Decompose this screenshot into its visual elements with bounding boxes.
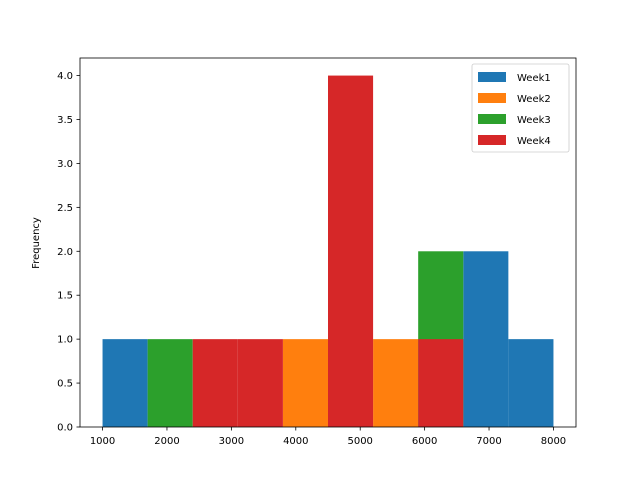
- bar-week2-bin-6: [373, 339, 419, 427]
- bar-week1-bin-8: [463, 251, 509, 427]
- x-tick-label: 5000: [347, 436, 372, 447]
- y-tick-label: 2.0: [57, 247, 73, 258]
- bars-layer: [102, 75, 554, 428]
- legend-swatch-week2: [478, 93, 506, 103]
- legend-label-week4: Week4: [517, 136, 551, 147]
- legend-label-week2: Week2: [517, 94, 551, 105]
- y-tick-label: 4.0: [57, 71, 73, 82]
- bar-week1-bin-9: [508, 339, 554, 427]
- bar-week4-bin-5: [328, 75, 374, 428]
- plot-frame: [79, 57, 577, 428]
- bar-week2-bin-4: [282, 339, 328, 427]
- y-tick-label: 0.0: [57, 423, 73, 434]
- legend-label-week3: Week3: [517, 115, 551, 126]
- legend-swatch-week1: [478, 72, 506, 82]
- x-tick-label: 2000: [154, 436, 179, 447]
- y-tick-label: 3.5: [57, 115, 73, 126]
- bar-week1-bin-0: [102, 339, 148, 427]
- y-tick-label: 1.0: [57, 335, 73, 346]
- bar-week4-bin-2: [192, 339, 238, 427]
- y-axis-title: Frequency: [31, 217, 42, 269]
- axes-layer: 1000 2000 3000 4000 5000 6000 7000 8000 0.0 0.5 1.…: [57, 57, 577, 447]
- x-tick-label: 3000: [219, 436, 244, 447]
- bar-week4-bin-7: [418, 339, 464, 427]
- x-tick-label: 4000: [283, 436, 308, 447]
- bar-week3-bin-1: [147, 339, 193, 427]
- legend-swatch-week4: [478, 135, 506, 145]
- x-tick-label: 7000: [476, 436, 501, 447]
- y-tick-label: 0.5: [57, 379, 73, 390]
- legend-label-week1: Week1: [517, 73, 551, 84]
- y-tick-label: 1.5: [57, 291, 73, 302]
- legend-swatch-week3: [478, 114, 506, 124]
- legend: Week1 Week2 Week3 Week4: [471, 63, 570, 153]
- y-tick-label: 2.5: [57, 203, 73, 214]
- x-tick-label: 8000: [541, 436, 566, 447]
- x-tick-label: 1000: [90, 436, 115, 447]
- legend-box: [471, 63, 570, 153]
- x-tick-label: 6000: [412, 436, 437, 447]
- y-tick-label: 3.0: [57, 159, 73, 170]
- bar-week4-bin-3: [237, 339, 283, 427]
